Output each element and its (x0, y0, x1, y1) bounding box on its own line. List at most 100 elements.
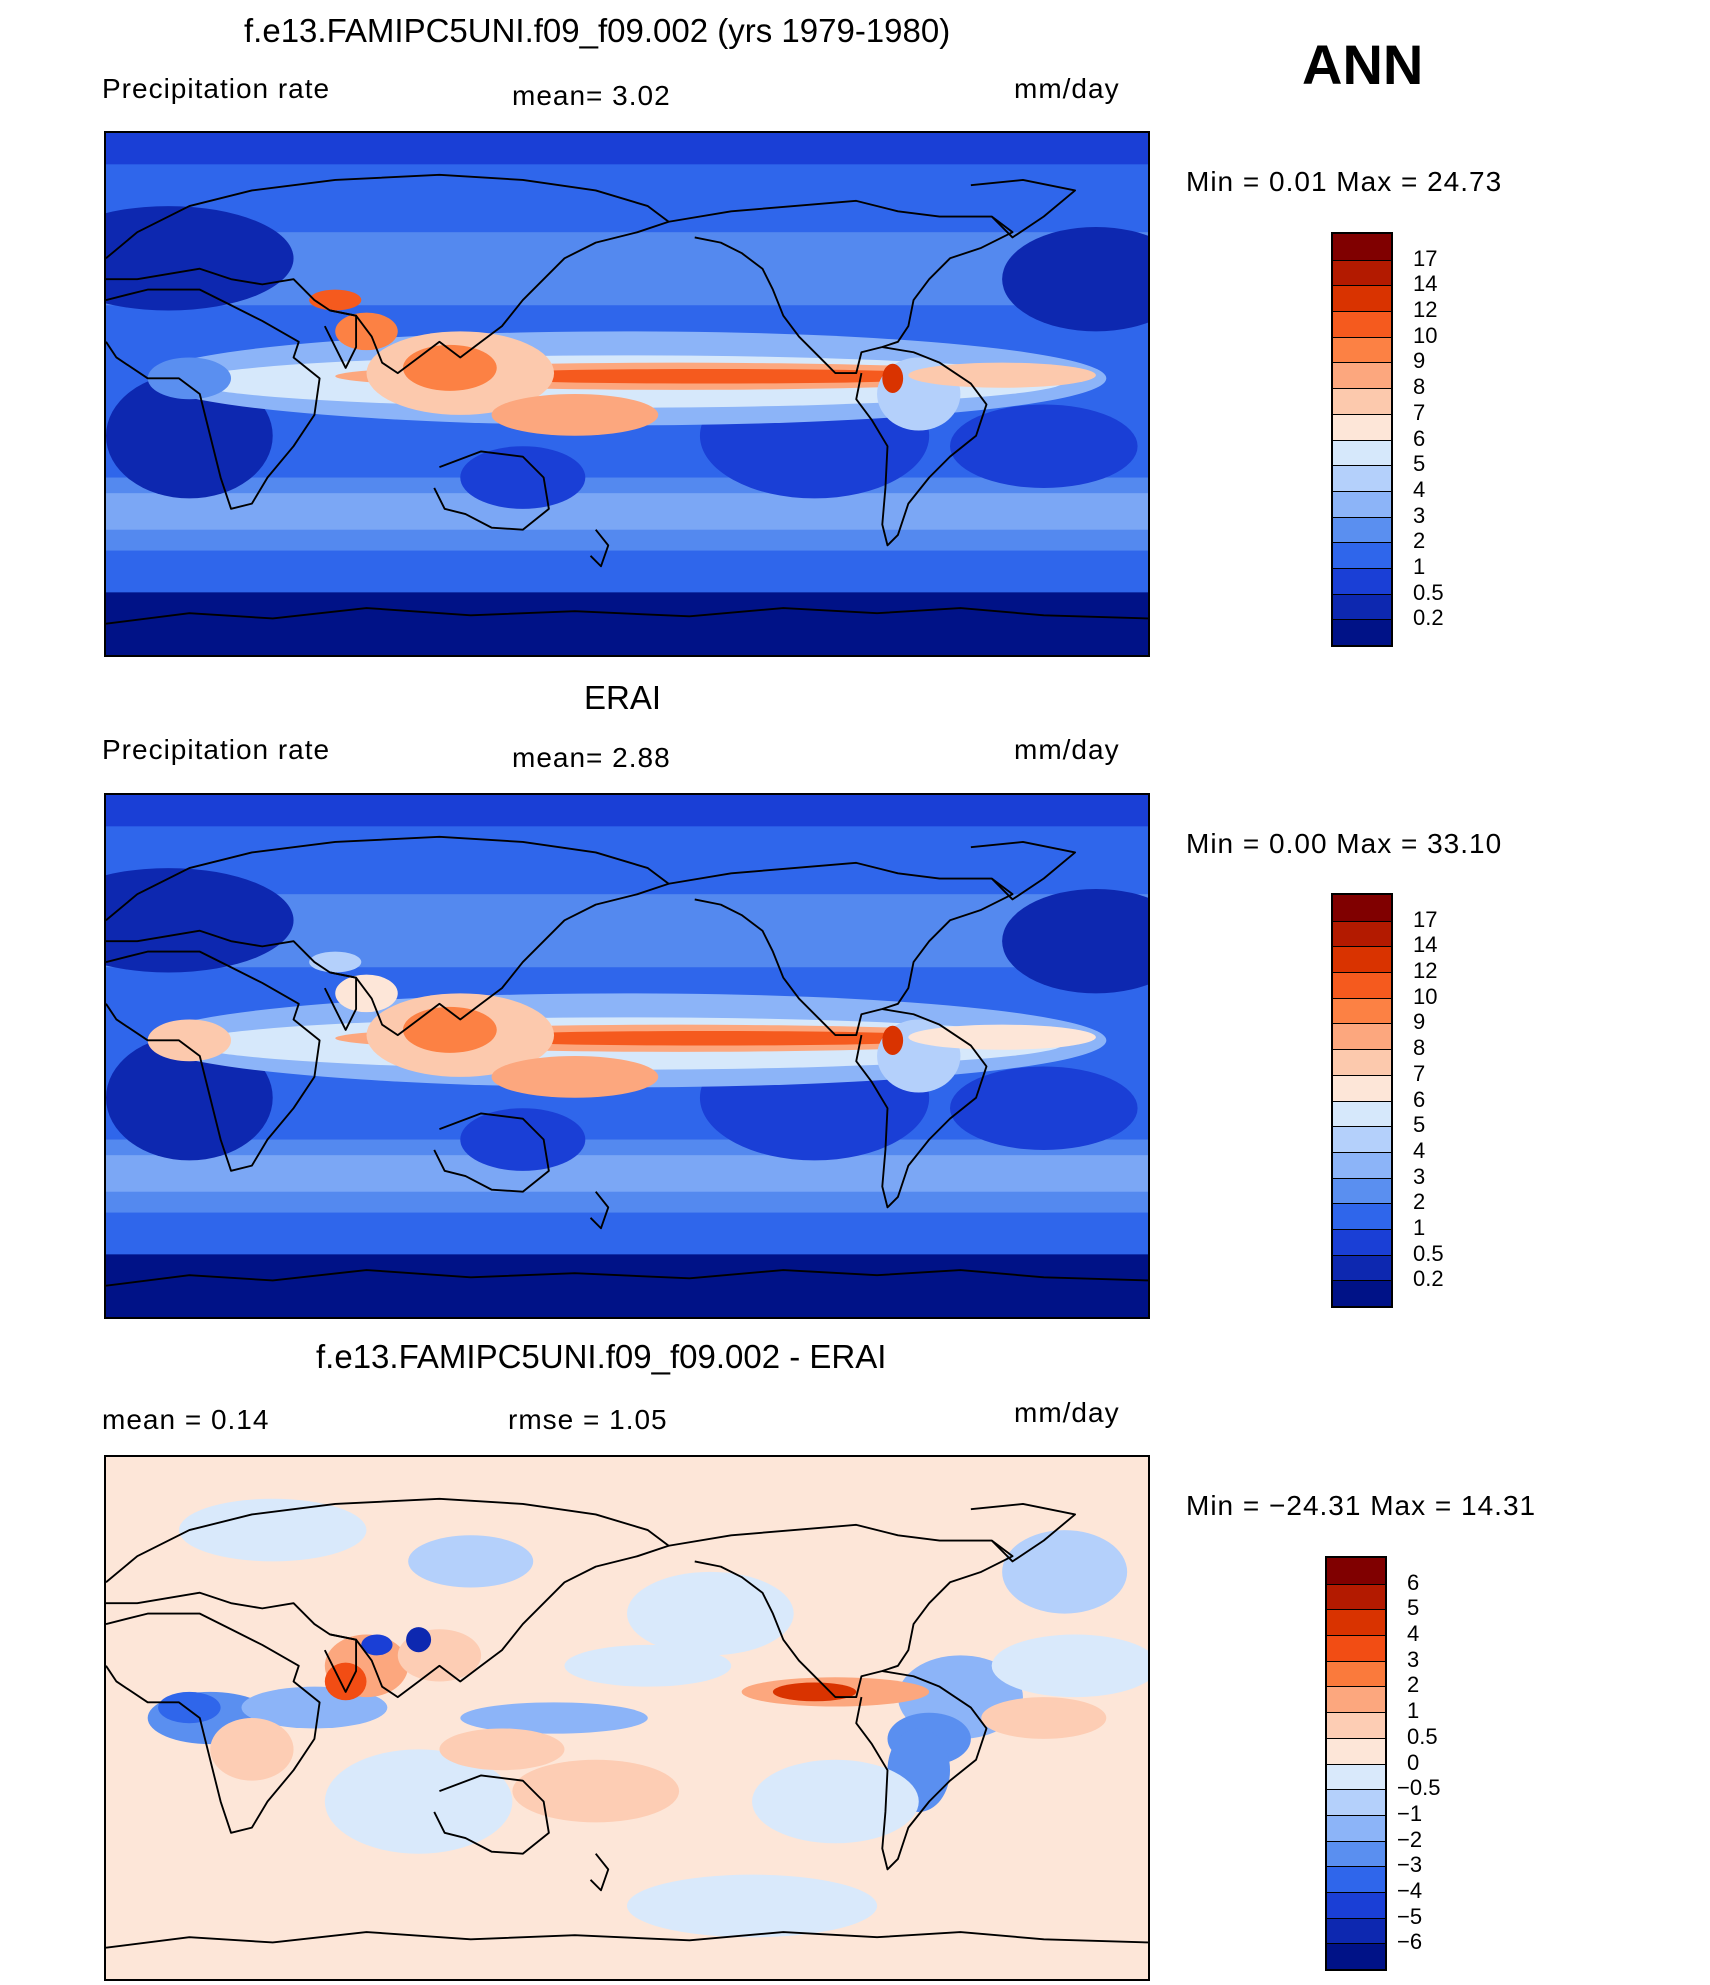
coastline (668, 199, 1014, 375)
colorbar-swatch (1333, 1074, 1391, 1101)
colorbar-swatch (1333, 413, 1391, 440)
colorbar: 17 14 12 10 9 8 7 6 5 4 3 2 1 0.5 0.2 (1331, 893, 1444, 1308)
colorbar-swatch (1333, 336, 1391, 363)
colorbar-swatch (1333, 1151, 1391, 1178)
colorbar-swatch (1327, 1866, 1385, 1892)
colorbar-tick-label: 6 (1413, 1086, 1426, 1112)
mean-label: mean = 0.14 (102, 1404, 270, 1435)
colorbar-swatch (1327, 1737, 1385, 1764)
colorbar-swatch (1327, 1609, 1385, 1636)
colorbar-swatch (1333, 619, 1391, 645)
colorbar-swatch (1333, 972, 1391, 998)
colorbar-swatch (1333, 516, 1391, 543)
colorbar-tick-label: 4 (1413, 1137, 1426, 1163)
colorbar-tick-label: 2 (1407, 1672, 1420, 1698)
colorbar-tick-label: −3 (1397, 1852, 1423, 1878)
colorbar-swatch (1333, 439, 1391, 466)
precip-map (104, 793, 1150, 1319)
colorbar-swatch (1327, 1763, 1385, 1790)
colorbar-swatch (1327, 1660, 1385, 1687)
colorbar-tick-label: 0 (1407, 1749, 1420, 1775)
colorbar-swatch (1333, 1049, 1391, 1075)
coastline (106, 1612, 321, 1834)
rmse-label: rmse = 1.05 (508, 1404, 668, 1435)
colorbar-swatch (1333, 285, 1391, 312)
coastline (106, 1269, 1148, 1287)
coastline (106, 835, 670, 1037)
colorbar-swatch (1333, 1203, 1391, 1229)
coastline (433, 1112, 550, 1193)
colorbar-swatch (1333, 1228, 1391, 1255)
map-canvas (106, 133, 1148, 655)
colorbar-swatch (1333, 593, 1391, 620)
colorbar-swatch (1327, 1814, 1385, 1841)
diff-field (106, 1457, 1148, 1979)
colorbar-tick-label: 9 (1413, 348, 1426, 374)
precip-field (106, 795, 1148, 1317)
coastline (323, 971, 358, 1031)
colorbar-tick-label: 8 (1413, 374, 1426, 400)
coastline (323, 1633, 358, 1693)
coastlines (106, 173, 1148, 625)
colorbar-tick-label: 17 (1413, 245, 1438, 271)
units-label: mm/day (1014, 734, 1120, 765)
map-canvas (106, 1457, 1148, 1979)
colorbar-tick-label: −1 (1397, 1800, 1423, 1826)
coastlines (106, 835, 1148, 1287)
colorbar-tick-label: 10 (1413, 322, 1438, 348)
colorbar-swatch (1333, 567, 1391, 594)
coastline (106, 1497, 670, 1699)
map-canvas (106, 795, 1148, 1317)
diff-map (104, 1455, 1150, 1981)
coastline (855, 346, 988, 547)
colorbar-swatch (1333, 542, 1391, 568)
colorbar-tick-label: 5 (1413, 1112, 1426, 1138)
minmax-label: Min = −24.31 Max = 14.31 (1186, 1490, 1537, 1521)
colorbar-tick-label: 0.2 (1413, 1266, 1444, 1292)
colorbar-swatch (1333, 259, 1391, 286)
colorbar-swatch (1327, 1789, 1385, 1815)
colorbar-tick-label: 0.5 (1413, 1240, 1444, 1266)
variable-label: Precipitation rate (102, 73, 331, 104)
colorbar-tick-label: 4 (1413, 476, 1426, 502)
colorbar: 17 14 12 10 9 8 7 6 5 4 3 2 1 0.5 0.2 (1331, 232, 1444, 647)
colorbar-tick-label: −0.5 (1397, 1775, 1441, 1801)
colorbar-tick-label: 12 (1413, 958, 1438, 984)
coastline (589, 1853, 610, 1892)
colorbar-tick-label: −2 (1397, 1826, 1423, 1852)
coastline (668, 861, 1014, 1037)
colorbar-tick-label: 12 (1413, 297, 1438, 323)
season-label: ANN (1302, 33, 1424, 96)
panel-title: f.e13.FAMIPC5UNI.f09_f09.002 - ERAI (316, 1338, 887, 1375)
mean-label: mean= 2.88 (512, 742, 671, 773)
colorbar-swatch (1333, 234, 1391, 260)
colorbar-tick-label: 3 (1407, 1646, 1420, 1672)
precip-field (106, 133, 1148, 655)
colorbar-swatch (1327, 1917, 1385, 1944)
coastline (106, 173, 670, 375)
colorbar-tick-label: −6 (1397, 1929, 1423, 1955)
coastline (970, 179, 1076, 239)
colorbar-swatch (1333, 920, 1391, 947)
colorbar-tick-label: 0.5 (1407, 1723, 1438, 1749)
colorbar-tick-label: 3 (1413, 1163, 1426, 1189)
colorbar-tick-label: 2 (1413, 1189, 1426, 1215)
coastline (106, 607, 1148, 625)
minmax-label: Min = 0.01 Max = 24.73 (1186, 166, 1503, 197)
units-label: mm/day (1014, 73, 1120, 104)
colorbar-swatch (1333, 362, 1391, 389)
precip-map (104, 131, 1150, 657)
variable-label: Precipitation rate (102, 734, 331, 765)
colorbar-tick-label: 7 (1413, 399, 1426, 425)
colorbar-tick-label: 2 (1413, 528, 1426, 554)
coastline (106, 1931, 1148, 1949)
minmax-label: Min = 0.00 Max = 33.10 (1186, 828, 1503, 859)
colorbar-tick-label: 5 (1413, 451, 1426, 477)
colorbar-tick-label: 1 (1407, 1698, 1420, 1724)
colorbar-swatch (1333, 895, 1391, 921)
colorbar-swatch (1333, 1280, 1391, 1306)
colorbar-tick-label: −4 (1397, 1877, 1423, 1903)
colorbar-swatch (1327, 1558, 1385, 1584)
colorbar-tick-label: 1 (1413, 1214, 1426, 1240)
colorbar-swatch (1327, 1583, 1385, 1610)
